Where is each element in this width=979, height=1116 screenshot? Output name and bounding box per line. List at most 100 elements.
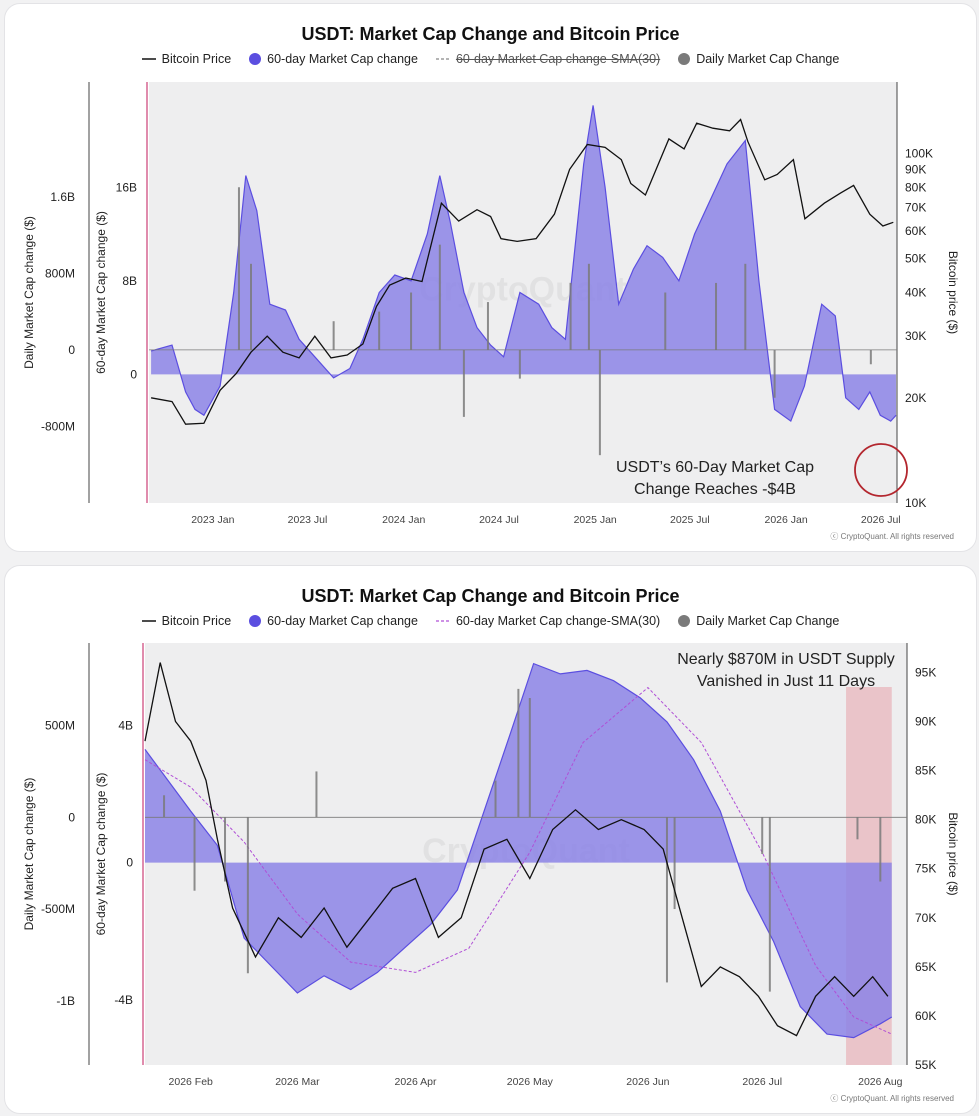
bar-daily-mc-change (315, 771, 318, 818)
bar-daily-mc-change (462, 349, 465, 417)
legend-item-daily[interactable]: Daily Market Cap Change (678, 614, 839, 628)
x-tick: 2026 Mar (275, 1076, 320, 1088)
legend-label: 60-day Market Cap change (267, 614, 418, 628)
series-area-60d-mc-change (151, 105, 897, 422)
legend-item-btc[interactable]: Bitcoin Price (141, 52, 232, 66)
annotation-text: Change Reaches -$4B (634, 481, 796, 498)
annotation-circle (854, 443, 908, 497)
y-tick-mc60: 8B (122, 274, 137, 288)
y-axis-label-btc: Bitcoin price ($) (946, 812, 960, 895)
y-axis-label-mc60: 60-day Market Cap change ($) (94, 773, 108, 936)
bar-daily-mc-change (869, 349, 872, 365)
bar-daily-mc-change (193, 817, 196, 891)
bar-daily-mc-change (664, 292, 667, 350)
x-tick: 2023 Jan (191, 514, 234, 526)
y-tick-btc: 50K (905, 252, 926, 266)
y-tick-btc: 80K (905, 180, 926, 194)
bar-daily-mc-change (378, 311, 381, 350)
y-tick-btc: 85K (915, 764, 936, 778)
y-tick-daily: 800M (45, 266, 75, 280)
y-axis-label-btc: Bitcoin price ($) (946, 251, 960, 334)
bar-daily-mc-change (879, 817, 882, 882)
legend-item-btc[interactable]: Bitcoin Price (141, 614, 231, 628)
bar-daily-mc-change (246, 817, 249, 974)
y-tick-daily: 0 (68, 343, 75, 357)
chart-title: USDT: Market Cap Change and Bitcoin Pric… (301, 586, 680, 606)
chart-card-bottom: USDT: Market Cap Change and Bitcoin Pric… (4, 565, 977, 1114)
series-line-bitcoin-price (150, 118, 894, 425)
annotation-text: Vanished in Just 11 Days (697, 673, 875, 690)
legend-label: 60-day Market Cap change-SMA(30) (455, 614, 661, 628)
y-tick-daily: 1.6B (50, 190, 75, 204)
y-tick-daily: 500M (45, 719, 75, 733)
bar-daily-mc-change (438, 244, 441, 350)
y-tick-btc: 30K (905, 329, 926, 343)
bar-daily-mc-change (518, 349, 521, 379)
y-tick-daily: -500M (41, 902, 75, 916)
plot-area (149, 82, 897, 503)
legend-item-mc60[interactable]: 60-day Market Cap change (249, 52, 418, 66)
x-tick: 2026 Apr (394, 1076, 437, 1088)
bar-daily-mc-change (332, 321, 335, 350)
bar-daily-mc-change (569, 282, 572, 350)
legend-item-sma[interactable]: 60-day Market Cap change-SMA(30) (435, 52, 661, 66)
series-line-sma30 (144, 686, 893, 1035)
x-tick: 2025 Jul (670, 514, 710, 526)
bar-daily-mc-change (486, 302, 489, 350)
y-tick-btc: 100K (905, 146, 933, 160)
y-tick-mc60: 16B (116, 180, 137, 194)
y-tick-btc: 10K (905, 496, 926, 510)
y-tick-mc60: 0 (126, 856, 133, 870)
x-tick: 2026 Jul (861, 514, 901, 526)
bar-daily-mc-change (528, 698, 531, 818)
legend-item-mc60[interactable]: 60-day Market Cap change (249, 614, 418, 628)
bar-daily-mc-change (237, 187, 240, 350)
legend-label: 60-day Market Cap change (267, 52, 418, 66)
y-tick-btc: 40K (905, 286, 926, 300)
y-tick-daily: 0 (68, 810, 75, 824)
copyright: ⓒ CryptoQuant. All rights reserved (830, 532, 954, 541)
series-line-60d-mc-change (150, 105, 897, 423)
x-tick: 2026 Jun (626, 1076, 669, 1088)
chart-legend: Bitcoin Price 60-day Market Cap change 6… (5, 614, 976, 628)
bar-daily-mc-change (673, 817, 676, 910)
x-tick: 2023 Jul (288, 514, 328, 526)
x-tick: 2026 Jan (764, 514, 807, 526)
x-tick: 2026 May (507, 1076, 554, 1088)
bar-daily-mc-change (715, 282, 718, 350)
series-line-bitcoin-price (144, 662, 889, 1037)
y-tick-btc: 70K (905, 201, 926, 215)
y-tick-btc: 60K (915, 1009, 936, 1023)
bar-daily-mc-change (761, 817, 764, 854)
y-tick-btc: 65K (915, 960, 936, 974)
bar-daily-mc-change (768, 817, 771, 992)
x-tick: 2024 Jul (479, 514, 519, 526)
y-tick-btc: 70K (915, 911, 936, 925)
x-tick: 2026 Feb (169, 1076, 214, 1088)
series-area-60d-mc-change (145, 663, 892, 1038)
x-tick: 2025 Jan (574, 514, 617, 526)
bar-daily-mc-change (163, 795, 166, 818)
y-axis-label-mc60: 60-day Market Cap change ($) (94, 211, 108, 374)
y-tick-btc: 80K (915, 813, 936, 827)
y-tick-mc60: -4B (114, 993, 133, 1007)
y-tick-mc60: 0 (130, 367, 137, 381)
bar-daily-mc-change (224, 817, 227, 882)
y-tick-btc: 55K (915, 1058, 936, 1072)
bar-daily-mc-change (773, 349, 776, 398)
y-tick-btc: 75K (915, 862, 936, 876)
copyright: ⓒ CryptoQuant. All rights reserved (830, 1094, 954, 1103)
bar-daily-mc-change (494, 780, 497, 818)
x-tick: 2024 Jan (382, 514, 425, 526)
legend-label: 60-day Market Cap change-SMA(30) (455, 52, 661, 66)
legend-label: Bitcoin Price (161, 52, 232, 66)
y-tick-btc: 20K (905, 391, 926, 405)
chart-title: USDT: Market Cap Change and Bitcoin Pric… (301, 24, 680, 44)
bar-daily-mc-change (856, 817, 859, 840)
legend-label: Daily Market Cap Change (696, 614, 840, 628)
y-axis-label-daily: Daily Market Cap change ($) (22, 778, 36, 931)
legend-item-sma[interactable]: 60-day Market Cap change-SMA(30) (435, 614, 661, 628)
y-axis-label-daily: Daily Market Cap change ($) (22, 216, 36, 369)
legend-item-daily[interactable]: Daily Market Cap Change (678, 52, 839, 66)
bar-daily-mc-change (517, 688, 520, 818)
